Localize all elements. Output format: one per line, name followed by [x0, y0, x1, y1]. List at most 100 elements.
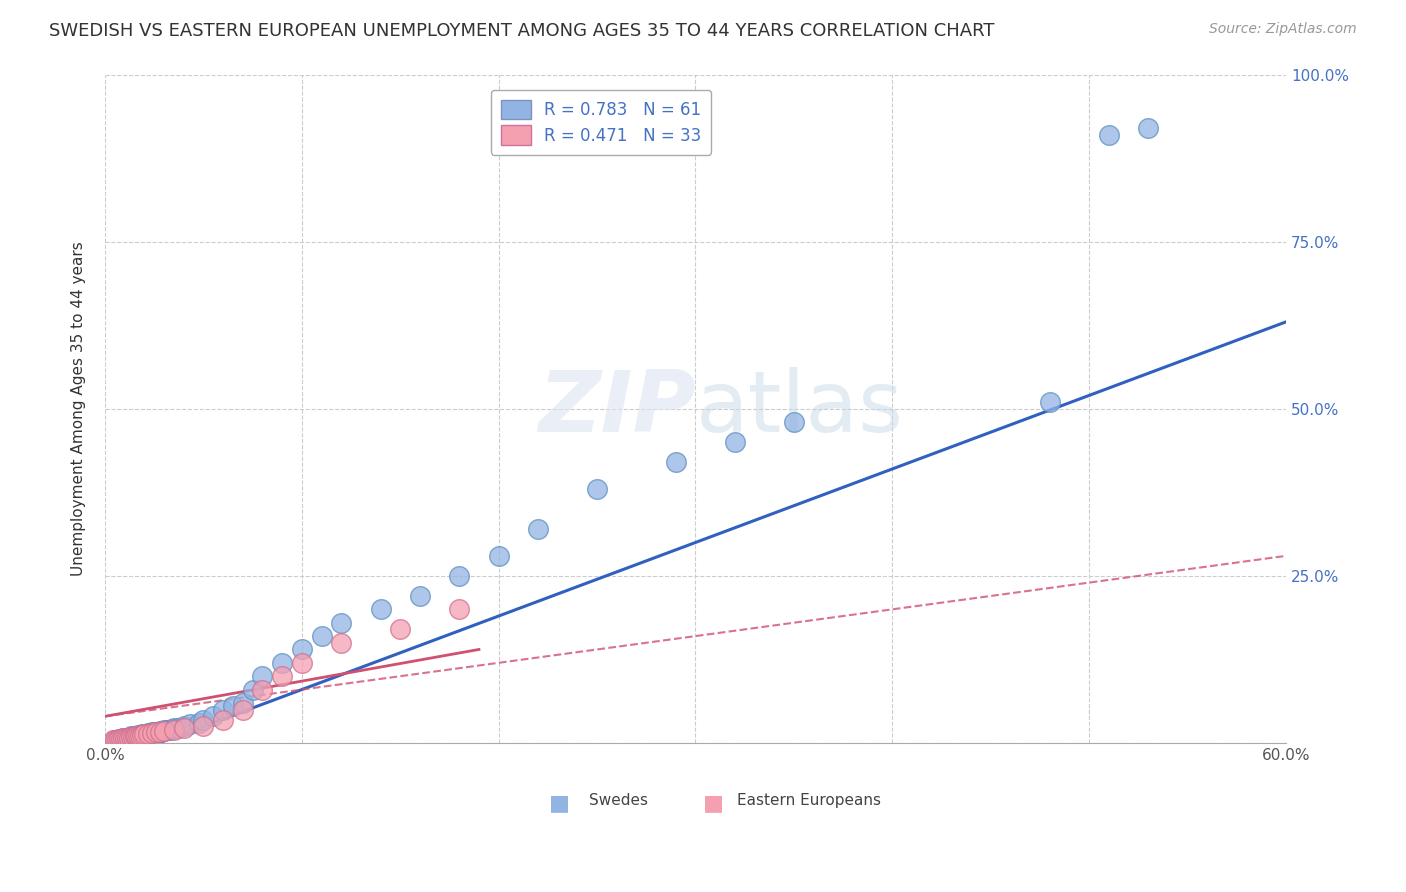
Point — [163, 723, 186, 737]
Point — [121, 730, 143, 744]
Point — [134, 727, 156, 741]
Text: SWEDISH VS EASTERN EUROPEAN UNEMPLOYMENT AMONG AGES 35 TO 44 YEARS CORRELATION C: SWEDISH VS EASTERN EUROPEAN UNEMPLOYMENT… — [49, 22, 994, 40]
Point — [114, 731, 136, 745]
Point — [449, 602, 471, 616]
Point — [124, 730, 146, 744]
Point — [136, 727, 159, 741]
Point — [141, 726, 163, 740]
Point — [665, 455, 688, 469]
Point — [202, 709, 225, 723]
Point — [193, 713, 215, 727]
Point — [101, 733, 124, 747]
Point — [232, 696, 254, 710]
Point — [145, 725, 167, 739]
Point — [124, 729, 146, 743]
Point — [155, 723, 177, 738]
Point — [134, 727, 156, 741]
Point — [156, 723, 179, 737]
Point — [115, 731, 138, 745]
Point — [143, 725, 166, 739]
Point — [131, 728, 153, 742]
Point — [141, 725, 163, 739]
Point — [330, 615, 353, 630]
Point — [107, 732, 129, 747]
Point — [105, 732, 128, 747]
Point — [114, 731, 136, 746]
Point — [125, 730, 148, 744]
Point — [145, 724, 167, 739]
Point — [129, 728, 152, 742]
Point — [409, 589, 432, 603]
Point — [121, 730, 143, 744]
Point — [242, 682, 264, 697]
Point — [129, 729, 152, 743]
Point — [117, 731, 139, 745]
Point — [179, 717, 201, 731]
Point — [127, 728, 149, 742]
Point — [311, 629, 333, 643]
Point — [449, 569, 471, 583]
Point — [150, 724, 173, 739]
Text: ■: ■ — [550, 793, 571, 814]
Point — [527, 522, 550, 536]
Text: Source: ZipAtlas.com: Source: ZipAtlas.com — [1209, 22, 1357, 37]
Point — [252, 669, 274, 683]
Point — [134, 727, 156, 741]
Point — [370, 602, 392, 616]
Point — [110, 732, 132, 747]
Point — [159, 723, 181, 737]
Point — [291, 656, 314, 670]
Text: Swedes: Swedes — [589, 793, 648, 808]
Point — [111, 731, 134, 746]
Point — [153, 724, 176, 739]
Point — [104, 732, 127, 747]
Point — [166, 721, 188, 735]
Point — [232, 703, 254, 717]
Point — [212, 713, 235, 727]
Point — [124, 730, 146, 744]
Point — [153, 723, 176, 738]
Point — [160, 722, 183, 736]
Point — [222, 699, 245, 714]
Point — [586, 482, 609, 496]
Point — [163, 722, 186, 736]
Point — [107, 732, 129, 747]
Text: Eastern Europeans: Eastern Europeans — [737, 793, 880, 808]
Point — [1039, 395, 1062, 409]
Point — [146, 724, 169, 739]
Point — [271, 669, 294, 683]
Point — [136, 726, 159, 740]
Point — [149, 724, 172, 739]
Legend: R = 0.783   N = 61, R = 0.471   N = 33: R = 0.783 N = 61, R = 0.471 N = 33 — [491, 89, 711, 154]
Point — [120, 730, 142, 744]
Point — [724, 435, 747, 450]
Point — [252, 682, 274, 697]
Point — [111, 731, 134, 746]
Point — [291, 642, 314, 657]
Point — [330, 636, 353, 650]
Point — [110, 732, 132, 747]
Point — [115, 731, 138, 745]
Point — [389, 623, 412, 637]
Point — [173, 719, 195, 733]
Point — [139, 726, 162, 740]
Point — [120, 730, 142, 744]
Point — [1098, 128, 1121, 142]
Point — [783, 415, 806, 429]
Point — [193, 719, 215, 733]
Point — [114, 731, 136, 746]
Point — [1137, 121, 1160, 136]
Point — [271, 656, 294, 670]
Y-axis label: Unemployment Among Ages 35 to 44 years: Unemployment Among Ages 35 to 44 years — [72, 242, 86, 576]
Point — [149, 724, 172, 739]
Point — [188, 716, 211, 731]
Point — [488, 549, 510, 563]
Text: ■: ■ — [703, 793, 724, 814]
Point — [117, 731, 139, 745]
Point — [120, 730, 142, 744]
Point — [104, 732, 127, 747]
Point — [135, 727, 157, 741]
Point — [125, 729, 148, 743]
Text: atlas: atlas — [696, 368, 904, 450]
Point — [212, 703, 235, 717]
